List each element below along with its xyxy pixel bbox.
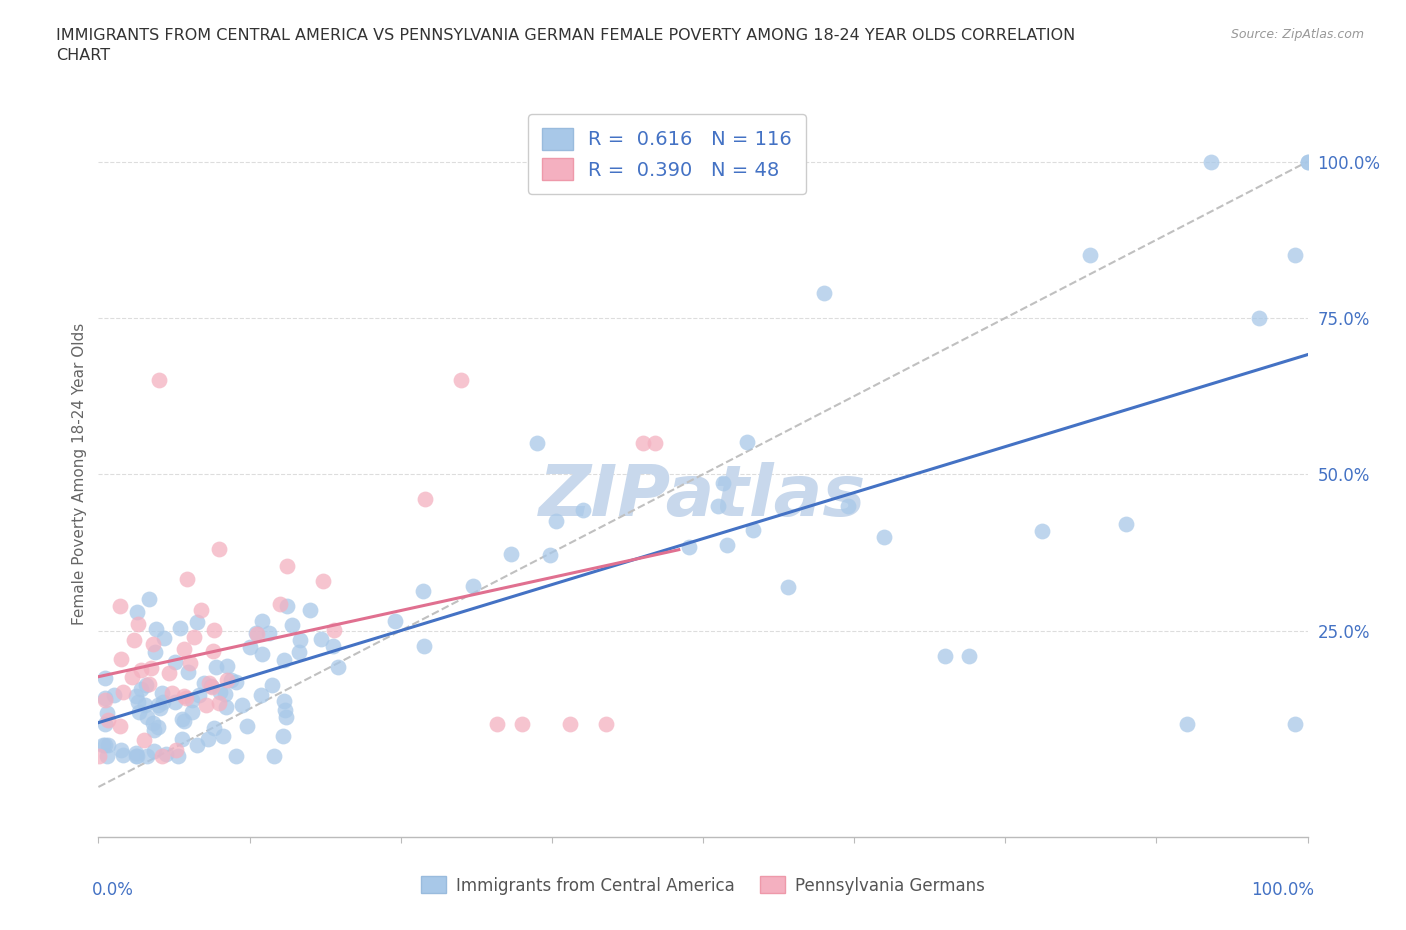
- Point: [188, 688, 211, 703]
- Point: [170, 711, 193, 726]
- Text: Source: ZipAtlas.com: Source: ZipAtlas.com: [1230, 28, 1364, 41]
- Point: [201, 680, 224, 695]
- Point: [94, 693, 117, 708]
- Point: [110, 598, 132, 613]
- Point: [207, 696, 229, 711]
- Point: [288, 645, 311, 660]
- Point: [644, 435, 666, 450]
- Point: [412, 638, 434, 653]
- Point: [236, 718, 259, 733]
- Point: [173, 642, 195, 657]
- Point: [572, 503, 595, 518]
- Point: [170, 732, 193, 747]
- Point: [135, 749, 157, 764]
- Y-axis label: Female Poverty Among 18-24 Year Olds: Female Poverty Among 18-24 Year Olds: [72, 324, 87, 626]
- Point: [250, 614, 273, 629]
- Point: [526, 436, 548, 451]
- Point: [129, 663, 152, 678]
- Point: [934, 648, 956, 663]
- Legend: R =  0.616   N = 116, R =  0.390   N = 48: R = 0.616 N = 116, R = 0.390 N = 48: [527, 114, 806, 194]
- Point: [163, 695, 186, 710]
- Point: [125, 746, 148, 761]
- Point: [165, 654, 187, 669]
- Point: [135, 678, 157, 693]
- Point: [134, 698, 156, 712]
- Point: [384, 614, 406, 629]
- Point: [202, 622, 225, 637]
- Point: [97, 713, 120, 728]
- Point: [271, 728, 294, 743]
- Point: [202, 720, 225, 735]
- Point: [129, 682, 152, 697]
- Point: [146, 698, 169, 712]
- Point: [250, 687, 273, 702]
- Point: [110, 652, 132, 667]
- Point: [957, 648, 980, 663]
- Point: [125, 688, 148, 703]
- Point: [194, 698, 217, 712]
- Point: [160, 686, 183, 701]
- Point: [246, 626, 269, 641]
- Point: [148, 700, 170, 715]
- Point: [200, 679, 222, 694]
- Point: [215, 672, 238, 687]
- Point: [214, 686, 236, 701]
- Point: [153, 631, 176, 646]
- Point: [259, 626, 281, 641]
- Point: [138, 591, 160, 606]
- Point: [260, 677, 283, 692]
- Point: [412, 584, 434, 599]
- Point: [1284, 248, 1306, 263]
- Point: [1199, 154, 1222, 169]
- Point: [167, 749, 190, 764]
- Point: [225, 749, 247, 764]
- Point: [128, 705, 150, 720]
- Point: [173, 713, 195, 728]
- Point: [735, 435, 758, 450]
- Point: [413, 492, 436, 507]
- Point: [125, 749, 148, 764]
- Point: [1175, 717, 1198, 732]
- Point: [159, 665, 181, 680]
- Point: [322, 639, 344, 654]
- Point: [1249, 311, 1271, 325]
- Point: [538, 547, 561, 562]
- Point: [96, 749, 118, 764]
- Point: [269, 596, 291, 611]
- Point: [215, 658, 238, 673]
- Point: [742, 522, 765, 537]
- Point: [89, 749, 111, 764]
- Point: [707, 498, 730, 513]
- Point: [190, 603, 212, 618]
- Point: [208, 542, 231, 557]
- Point: [122, 632, 145, 647]
- Text: IMMIGRANTS FROM CENTRAL AMERICA VS PENNSYLVANIA GERMAN FEMALE POVERTY AMONG 18-2: IMMIGRANTS FROM CENTRAL AMERICA VS PENNS…: [56, 28, 1076, 62]
- Point: [186, 737, 208, 752]
- Point: [776, 579, 799, 594]
- Point: [134, 732, 156, 747]
- Point: [181, 704, 204, 719]
- Point: [155, 747, 177, 762]
- Point: [837, 498, 859, 513]
- Point: [127, 695, 149, 710]
- Point: [212, 729, 235, 744]
- Point: [177, 665, 200, 680]
- Point: [108, 718, 131, 733]
- Point: [273, 653, 295, 668]
- Point: [141, 661, 163, 676]
- Point: [146, 720, 169, 735]
- Point: [110, 743, 132, 758]
- Point: [245, 625, 267, 640]
- Point: [1284, 717, 1306, 732]
- Point: [142, 715, 165, 730]
- Point: [186, 615, 208, 630]
- Point: [231, 698, 253, 712]
- Point: [143, 723, 166, 737]
- Point: [202, 643, 225, 658]
- Point: [225, 675, 247, 690]
- Point: [197, 731, 219, 746]
- Point: [96, 705, 118, 720]
- Point: [281, 618, 304, 633]
- Point: [94, 671, 117, 685]
